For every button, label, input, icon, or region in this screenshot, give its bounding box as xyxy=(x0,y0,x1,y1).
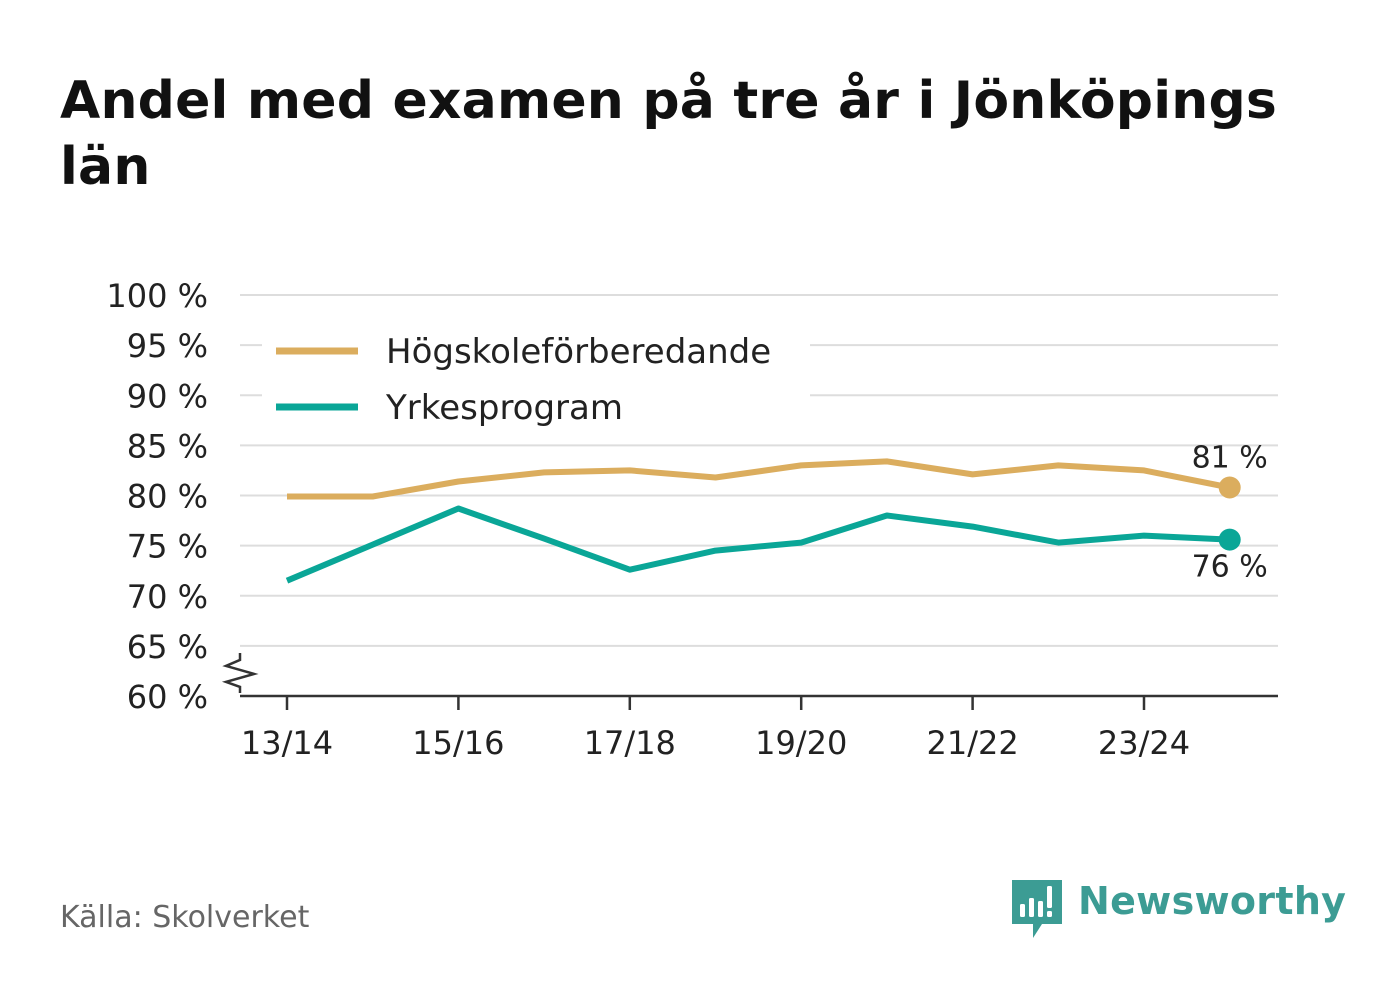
y-tick-label: 70 % xyxy=(127,578,208,616)
y-tick-label: 90 % xyxy=(127,377,208,415)
bar-chart-speech-bubble-icon xyxy=(1012,880,1062,938)
brand-name: Newsworthy xyxy=(1078,879,1347,923)
x-tick-label: 21/22 xyxy=(926,724,1018,762)
y-tick-label: 85 % xyxy=(127,427,208,465)
y-tick-label: 65 % xyxy=(127,628,208,666)
brand-mark: Newsworthy xyxy=(1012,879,1347,940)
axes: 60 % 65 % 70 % 75 % 80 % 85 % 90 % 95 % 100 % 13/… xyxy=(106,277,1278,762)
end-value-label: 81 % xyxy=(1192,440,1268,475)
legend-label: Högskoleförberedande xyxy=(386,332,771,372)
source-note: Källa: Skolverket xyxy=(60,900,310,935)
y-tick-label: 95 % xyxy=(127,327,208,365)
series-end-marker xyxy=(1218,528,1241,551)
series-line xyxy=(285,505,1230,584)
y-tick-label: 100 % xyxy=(106,277,208,315)
x-tick-label: 17/18 xyxy=(584,724,676,762)
end-value-label: 76 % xyxy=(1192,550,1268,585)
y-tick-label: 80 % xyxy=(127,478,208,516)
legend-background xyxy=(262,322,810,442)
series-end-marker xyxy=(1218,476,1241,499)
series-lines xyxy=(285,458,1241,584)
y-tick-label: 75 % xyxy=(127,528,208,566)
x-tick-label: 13/14 xyxy=(241,724,333,762)
end-labels: 81 % 76 % xyxy=(1192,440,1268,584)
legend-label: Yrkesprogram xyxy=(385,388,623,428)
legend: Högskoleförberedande Yrkesprogram xyxy=(262,322,810,442)
y-tick-label: 60 % xyxy=(127,678,208,716)
chart-title: Andel med examen på tre år i Jönköpings … xyxy=(60,71,1278,197)
x-tick-label: 23/24 xyxy=(1098,724,1190,762)
y-axis-break xyxy=(221,652,259,693)
x-tick-label: 19/20 xyxy=(755,724,847,762)
x-tick-label: 15/16 xyxy=(412,724,504,762)
series-line xyxy=(287,458,1231,500)
